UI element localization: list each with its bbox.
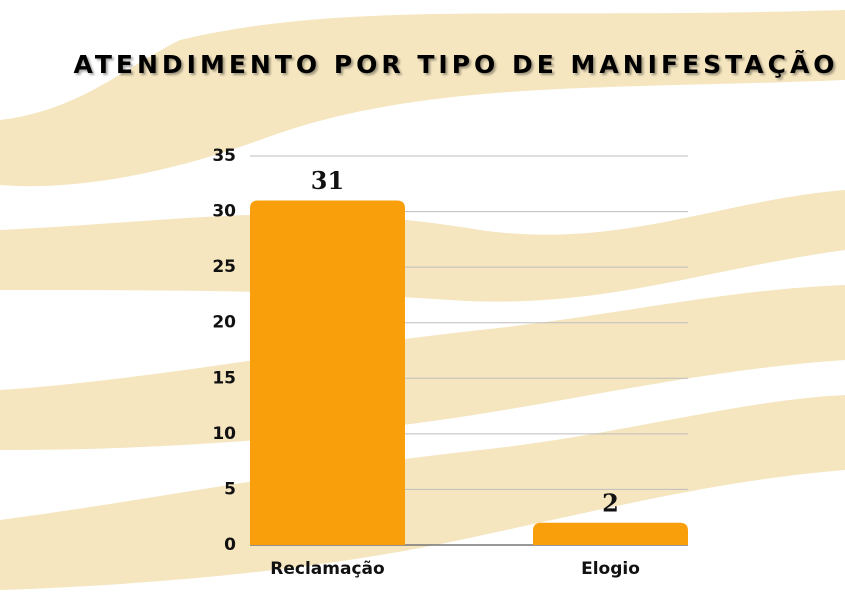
y-tick-label: 35 [212,146,236,166]
x-tick-label: Reclamação [270,559,384,579]
y-tick-label: 10 [212,424,236,444]
bar [533,522,688,545]
y-tick-label: 5 [224,479,236,499]
y-tick-label: 30 [212,202,236,222]
value-label: 2 [602,488,619,517]
x-tick-label: Elogio [581,559,640,579]
chart-title: ATENDIMENTO POR TIPO DE MANIFESTAÇÃO [73,50,838,79]
y-tick-label: 20 [212,313,236,333]
y-tick-label: 25 [212,257,236,277]
y-tick-label: 15 [212,368,236,388]
value-label: 31 [311,166,344,195]
wave-decoration [0,10,845,590]
y-tick-label: 0 [224,535,236,555]
bar [250,200,405,545]
